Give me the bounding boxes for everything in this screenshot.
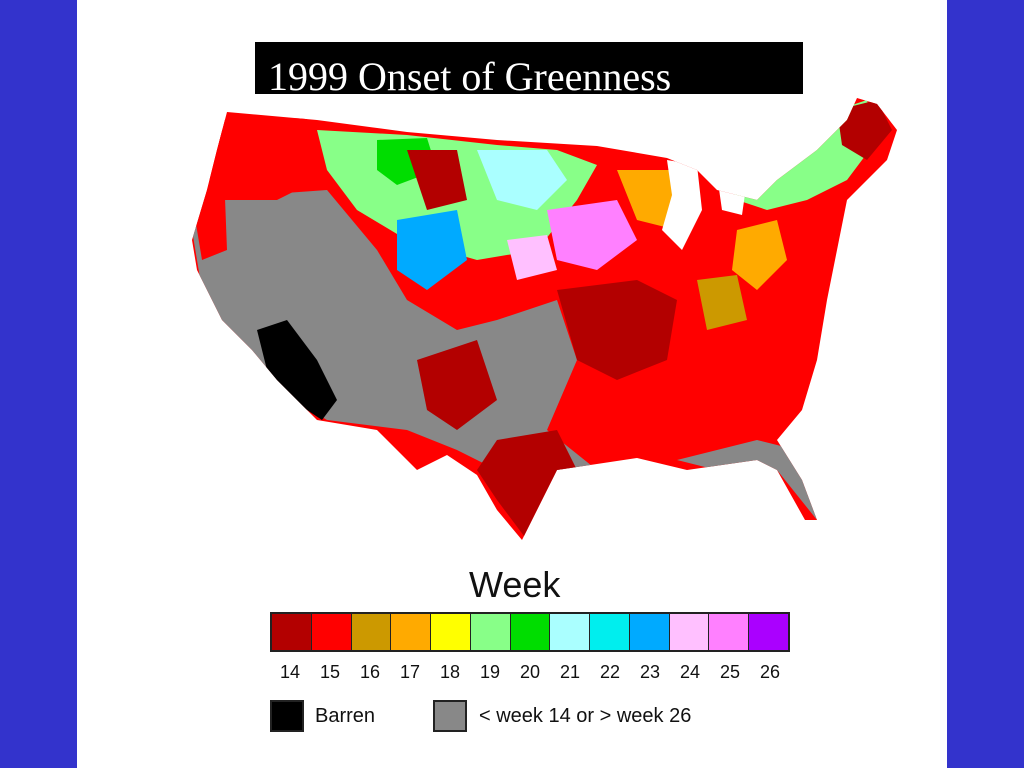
title-box: 1999 Onset of Greenness	[255, 42, 803, 94]
week-tick-15: 15	[319, 662, 341, 682]
week-tick-18: 18	[439, 662, 461, 682]
week-tick-14: 14	[279, 662, 301, 682]
week-tick-22: 22	[599, 662, 621, 682]
week-tick-19: 19	[479, 662, 501, 682]
week-tick-21: 21	[559, 662, 581, 682]
week-swatch-23	[629, 614, 670, 650]
week-swatch-19	[470, 614, 511, 650]
week-tick-labels: 14 15 16 17 18 19 20 21 22 23 24 25 26	[270, 662, 790, 684]
week-swatch-24	[669, 614, 710, 650]
week-swatch-15	[311, 614, 352, 650]
page-title: 1999 Onset of Greenness	[268, 54, 672, 94]
barren-swatch	[270, 700, 304, 732]
week-tick-20: 20	[519, 662, 541, 682]
legend-title: Week	[469, 564, 561, 605]
slide: 1999 Onset of Greenness Week 14 15 16 17 18 1…	[77, 0, 947, 768]
other-weeks-label: < week 14 or > week 26	[479, 705, 692, 727]
week-tick-26: 26	[759, 662, 781, 682]
week-tick-25: 25	[719, 662, 741, 682]
week-swatch-18	[431, 614, 471, 650]
week-swatch-22	[590, 614, 630, 650]
week-tick-23: 23	[639, 662, 661, 682]
week-swatch-14	[272, 614, 312, 650]
week-swatch-25	[709, 614, 750, 650]
greenness-map	[77, 0, 947, 560]
week-swatch-20	[510, 614, 551, 650]
barren-label: Barren	[315, 705, 376, 727]
week-tick-16: 16	[359, 662, 381, 682]
week-colorbar	[270, 612, 790, 652]
week-swatch-26	[749, 614, 788, 650]
week-swatch-21	[550, 614, 591, 650]
week-tick-24: 24	[679, 662, 701, 682]
us-map-svg	[192, 98, 897, 540]
week-swatch-16	[351, 614, 392, 650]
other-weeks-swatch	[433, 700, 467, 732]
week-tick-17: 17	[399, 662, 421, 682]
week-swatch-17	[391, 614, 432, 650]
